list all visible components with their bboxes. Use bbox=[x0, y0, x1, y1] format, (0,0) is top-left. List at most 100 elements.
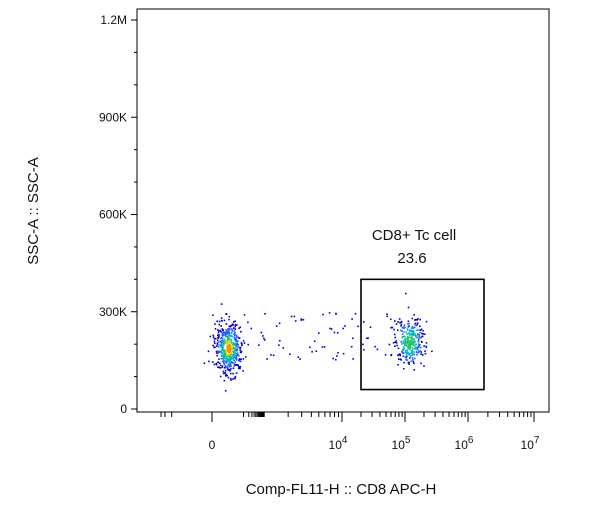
event-dot bbox=[335, 312, 337, 315]
event-dot bbox=[410, 360, 412, 363]
event-dot bbox=[223, 340, 225, 342]
event-dot bbox=[309, 346, 311, 349]
event-dot bbox=[247, 343, 249, 346]
event-dot bbox=[234, 349, 237, 352]
event-dot bbox=[235, 338, 237, 341]
event-dot bbox=[406, 335, 409, 338]
event-dot bbox=[217, 350, 220, 353]
event-dot bbox=[235, 337, 237, 340]
event-dot bbox=[263, 339, 266, 341]
event-dot bbox=[397, 364, 399, 366]
event-dot bbox=[419, 325, 421, 328]
event-dot bbox=[397, 329, 399, 331]
event-dot bbox=[228, 363, 230, 365]
event-dot bbox=[406, 333, 408, 335]
event-dot bbox=[223, 319, 226, 322]
event-dot bbox=[232, 372, 234, 375]
event-dot bbox=[420, 346, 422, 349]
event-dot bbox=[250, 327, 253, 330]
event-dot bbox=[369, 326, 372, 328]
event-dot bbox=[414, 348, 416, 350]
event-dot bbox=[263, 337, 265, 340]
event-dot bbox=[234, 363, 237, 366]
event-dot bbox=[215, 363, 218, 366]
event-dot bbox=[416, 347, 419, 349]
event-dot bbox=[386, 315, 388, 318]
event-dot bbox=[234, 325, 236, 328]
event-dot bbox=[223, 355, 226, 358]
event-dot bbox=[431, 350, 433, 353]
event-dot bbox=[231, 361, 233, 364]
event-dot bbox=[421, 341, 423, 343]
event-dot bbox=[397, 347, 400, 350]
event-dot bbox=[407, 323, 409, 325]
event-dot bbox=[401, 327, 404, 329]
event-dot bbox=[419, 329, 422, 332]
event-dot bbox=[226, 331, 228, 333]
event-dot bbox=[405, 358, 407, 361]
event-dot bbox=[231, 345, 234, 347]
event-dot bbox=[216, 339, 219, 342]
event-dot bbox=[399, 321, 401, 324]
event-dot bbox=[414, 333, 416, 335]
event-dot bbox=[234, 351, 236, 353]
event-dot bbox=[409, 334, 411, 336]
event-dot bbox=[230, 351, 233, 353]
event-dot bbox=[230, 339, 232, 342]
event-dot bbox=[219, 375, 222, 378]
event-dot bbox=[405, 356, 407, 359]
event-dot bbox=[235, 359, 238, 361]
event-dot bbox=[220, 341, 222, 344]
event-dot bbox=[311, 351, 313, 353]
event-dot bbox=[229, 347, 231, 350]
cd8-gate[interactable]: CD8+ Tc cell 23.6 bbox=[360, 227, 485, 391]
event-dot bbox=[282, 347, 285, 349]
event-dot bbox=[223, 372, 226, 375]
event-dot bbox=[222, 354, 225, 356]
event-dot bbox=[321, 346, 324, 348]
event-dot bbox=[217, 361, 219, 364]
event-dot bbox=[362, 343, 364, 346]
event-dot bbox=[403, 341, 405, 344]
event-dot bbox=[290, 315, 293, 318]
event-dot bbox=[236, 324, 238, 326]
event-dot bbox=[219, 329, 222, 332]
event-dot bbox=[224, 333, 227, 336]
event-dot bbox=[234, 342, 236, 345]
event-dot bbox=[215, 362, 217, 365]
event-dot bbox=[233, 330, 236, 332]
gate-rectangle[interactable] bbox=[360, 278, 485, 391]
event-dot bbox=[222, 339, 224, 342]
event-dot bbox=[218, 366, 220, 369]
event-dot bbox=[227, 340, 229, 343]
event-dot bbox=[279, 339, 281, 342]
event-dot bbox=[221, 360, 224, 363]
event-dot bbox=[224, 358, 227, 360]
event-dot bbox=[233, 355, 235, 358]
event-dot bbox=[227, 357, 229, 360]
event-dot bbox=[236, 343, 238, 346]
event-dot bbox=[226, 367, 229, 369]
event-dot bbox=[229, 352, 231, 355]
event-dot bbox=[214, 328, 217, 330]
event-dot bbox=[225, 350, 228, 352]
event-dot bbox=[217, 329, 219, 331]
event-dot bbox=[228, 343, 230, 346]
event-dot bbox=[374, 345, 376, 348]
event-dot bbox=[408, 363, 410, 365]
event-dot bbox=[405, 331, 407, 333]
event-dot bbox=[410, 333, 413, 336]
event-dot bbox=[418, 346, 420, 349]
event-dot bbox=[390, 326, 392, 329]
event-dot bbox=[238, 365, 241, 368]
event-dot bbox=[223, 357, 225, 359]
event-dot bbox=[208, 360, 210, 363]
event-dot bbox=[213, 338, 216, 340]
event-dot bbox=[395, 342, 398, 344]
event-dot bbox=[228, 360, 231, 363]
event-dot bbox=[411, 335, 413, 338]
event-dot bbox=[221, 337, 224, 340]
event-dot bbox=[234, 333, 236, 336]
event-dot bbox=[416, 354, 418, 356]
event-dot bbox=[231, 328, 233, 330]
